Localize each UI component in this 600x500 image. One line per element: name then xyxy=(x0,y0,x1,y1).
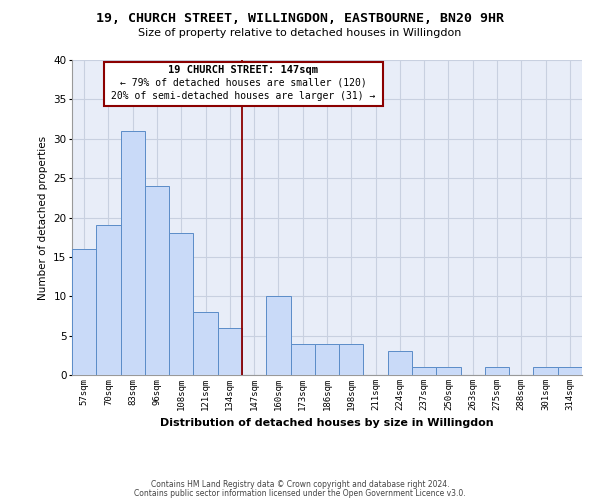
Bar xyxy=(193,312,218,375)
Bar xyxy=(145,186,169,375)
Text: Contains HM Land Registry data © Crown copyright and database right 2024.: Contains HM Land Registry data © Crown c… xyxy=(151,480,449,489)
Text: Size of property relative to detached houses in Willingdon: Size of property relative to detached ho… xyxy=(139,28,461,38)
Bar xyxy=(96,226,121,375)
Bar xyxy=(558,367,582,375)
Bar xyxy=(169,233,193,375)
Bar xyxy=(412,367,436,375)
Text: ← 79% of detached houses are smaller (120): ← 79% of detached houses are smaller (12… xyxy=(120,78,367,88)
Text: Contains public sector information licensed under the Open Government Licence v3: Contains public sector information licen… xyxy=(134,488,466,498)
Bar xyxy=(121,131,145,375)
Bar xyxy=(72,249,96,375)
Y-axis label: Number of detached properties: Number of detached properties xyxy=(38,136,47,300)
Bar xyxy=(266,296,290,375)
FancyBboxPatch shape xyxy=(104,62,383,106)
Bar xyxy=(436,367,461,375)
Bar xyxy=(533,367,558,375)
Bar xyxy=(315,344,339,375)
Text: 19, CHURCH STREET, WILLINGDON, EASTBOURNE, BN20 9HR: 19, CHURCH STREET, WILLINGDON, EASTBOURN… xyxy=(96,12,504,26)
Text: 20% of semi-detached houses are larger (31) →: 20% of semi-detached houses are larger (… xyxy=(111,91,376,101)
X-axis label: Distribution of detached houses by size in Willingdon: Distribution of detached houses by size … xyxy=(160,418,494,428)
Bar xyxy=(485,367,509,375)
Bar xyxy=(339,344,364,375)
Bar xyxy=(388,352,412,375)
Text: 19 CHURCH STREET: 147sqm: 19 CHURCH STREET: 147sqm xyxy=(168,65,318,75)
Bar xyxy=(218,328,242,375)
Bar xyxy=(290,344,315,375)
